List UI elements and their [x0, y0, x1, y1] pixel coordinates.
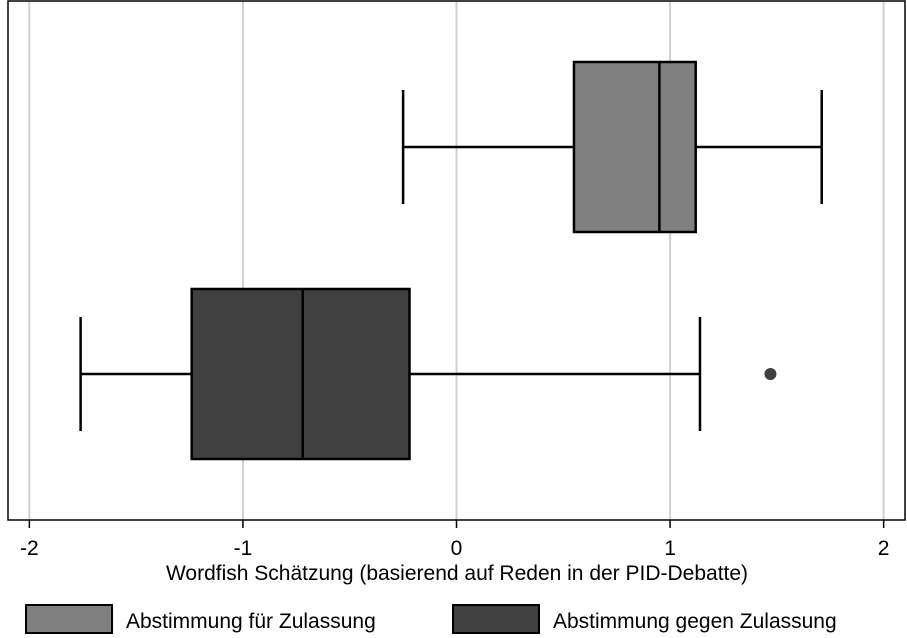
boxplot-series-1: [79, 287, 777, 461]
box-iqr: [572, 60, 697, 234]
x-axis-title: Wordfish Schätzung (basierend auf Reden …: [166, 562, 748, 585]
outlier-point-0: [764, 368, 777, 380]
legend: Abstimmung für Zulassung Abstimmung gegen…: [25, 604, 837, 634]
x-tick-label-1: -1: [234, 537, 253, 560]
boxplot-series-0: [401, 60, 823, 234]
legend-swatch-0: [25, 604, 113, 634]
boxplots: [79, 60, 823, 461]
x-tick-label-2: 0: [451, 537, 463, 560]
x-tick-label-3: 1: [664, 537, 676, 560]
legend-label-0: Abstimmung für Zulassung: [126, 610, 376, 633]
x-tick-label-4: 2: [878, 537, 890, 560]
legend-label-1: Abstimmung gegen Zulassung: [553, 610, 837, 633]
x-tick-label-0: -2: [20, 537, 39, 560]
x-axis-ticks: -2 -1 0 1 2: [20, 520, 889, 560]
box-iqr: [190, 287, 411, 461]
legend-swatch-1: [452, 604, 540, 634]
gridlines: [28, 1, 885, 520]
